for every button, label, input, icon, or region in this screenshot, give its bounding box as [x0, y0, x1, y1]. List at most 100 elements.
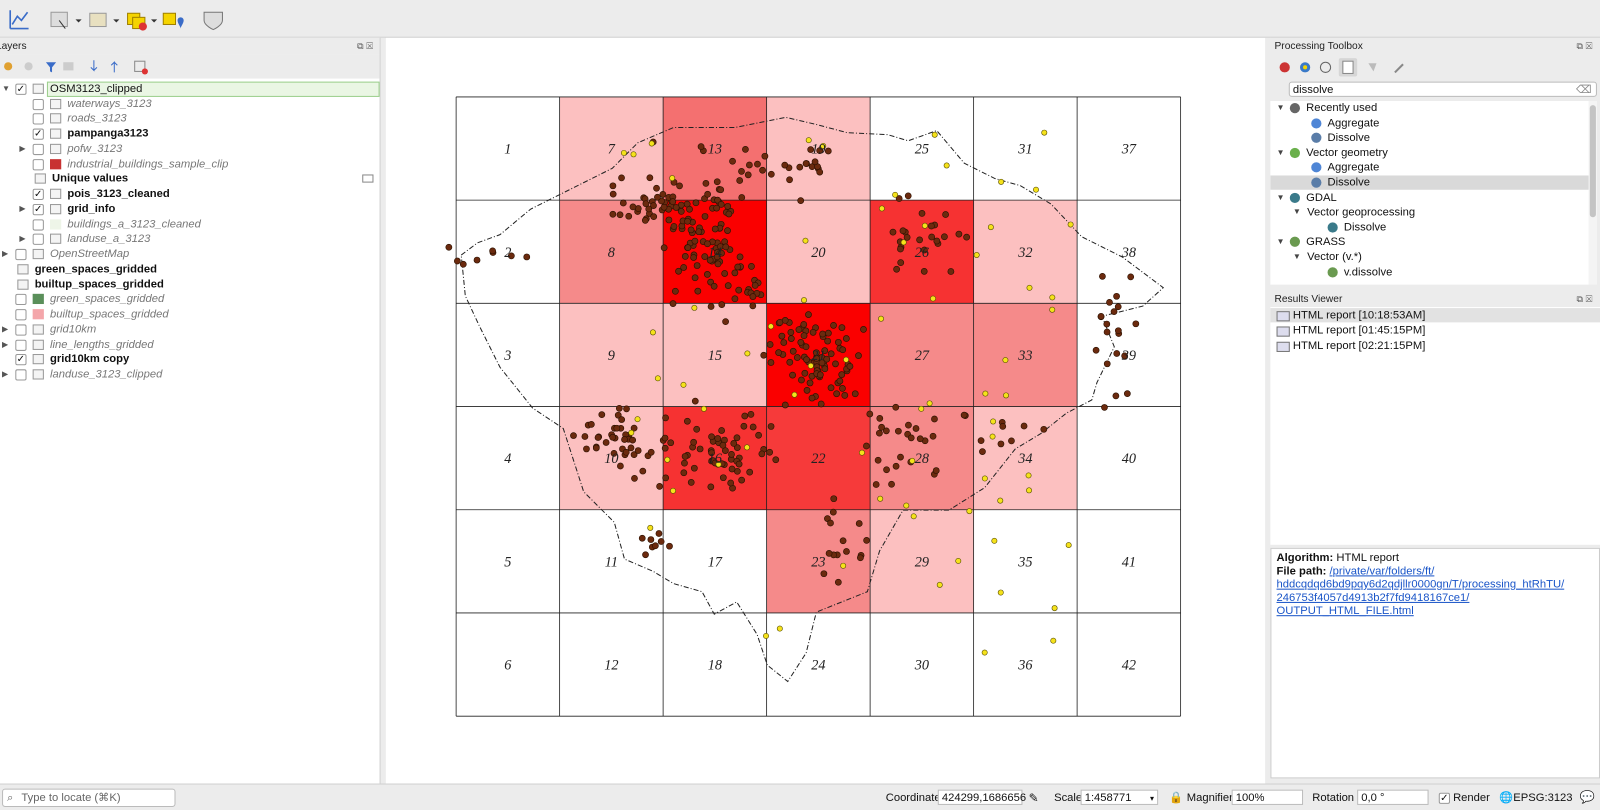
layer-icon — [32, 294, 44, 305]
layer-name[interactable]: pampanga3123 — [67, 127, 149, 140]
expand-arrow[interactable]: ▶ — [19, 143, 26, 153]
layer-name[interactable]: green_spaces_gridded — [50, 293, 165, 306]
layer-name[interactable]: landuse_3123_clipped — [50, 368, 163, 381]
path-link[interactable]: /private/var/folders/ft/ — [1329, 565, 1435, 578]
report-item[interactable]: HTML report [10:18:53AM] — [1292, 309, 1426, 322]
expand-arrow[interactable]: ▶ — [19, 234, 26, 244]
layer-name[interactable]: Unique values — [52, 172, 129, 186]
path-link[interactable]: OUTPUT_HTML_FILE.html — [1276, 604, 1414, 618]
layer-checkbox[interactable]: ✓ — [32, 203, 44, 216]
tool-item[interactable]: Vector (v.*) — [1307, 250, 1362, 264]
poi-point — [821, 347, 829, 355]
layer-name[interactable]: waterways_3123 — [67, 97, 152, 110]
layer-checkbox[interactable] — [32, 98, 44, 110]
layer-name[interactable]: line_lengths_gridded — [50, 338, 154, 351]
layer-checkbox[interactable] — [32, 113, 44, 125]
panel-buttons[interactable]: ⧉ ☒ — [1576, 293, 1593, 305]
expand-arrow[interactable]: ▼ — [1276, 103, 1285, 113]
expand-arrow[interactable]: ▼ — [1292, 251, 1301, 262]
magnifier-field[interactable]: 100% — [1231, 789, 1304, 805]
report-item[interactable]: HTML report [01:45:15PM] — [1292, 324, 1426, 337]
layer-checkbox[interactable] — [15, 309, 27, 321]
crs-icon[interactable]: 🌐 — [1498, 791, 1513, 804]
path-link[interactable]: hddcqdqd6bd9pqy6d2qdjllr0000gn/T/process… — [1276, 578, 1565, 591]
tool-item[interactable]: Dissolve — [1327, 131, 1370, 145]
layer-checkbox[interactable]: ✓ — [15, 354, 27, 366]
tool-item[interactable]: Vector geoprocessing — [1307, 206, 1416, 219]
layer-name[interactable]: roads_3123 — [67, 112, 127, 125]
layer-name[interactable]: green_spaces_gridded — [34, 263, 157, 276]
layer-checkbox[interactable] — [15, 339, 27, 351]
tool-item[interactable]: Recently used — [1306, 102, 1378, 115]
scrollbar[interactable] — [1588, 100, 1597, 285]
layer-name[interactable]: industrial_buildings_sample_clip — [67, 157, 229, 171]
layer-checkbox[interactable]: ✓ — [32, 188, 44, 201]
layer-name[interactable]: pofw_3123 — [67, 142, 123, 156]
rotation-field[interactable]: 0,0 ° — [1357, 789, 1429, 805]
expand-arrow[interactable]: ▶ — [2, 339, 9, 349]
lock-icon[interactable]: 🔒 — [1169, 791, 1184, 804]
layer-name[interactable]: buildings_a_3123_cleaned — [67, 217, 201, 231]
layer-name[interactable]: OSM3123_clipped — [50, 82, 143, 95]
layer-name[interactable]: OpenStreetMap — [50, 248, 130, 261]
search-box[interactable]: dissolve ⌫ — [1288, 81, 1597, 97]
expand-arrow[interactable]: ▼ — [1292, 207, 1301, 217]
crs-label[interactable]: EPSG:3123 — [1513, 791, 1573, 804]
poi-point — [1113, 292, 1120, 300]
panel-buttons[interactable]: ⧉ ☒ — [357, 40, 374, 52]
expand-arrow[interactable]: ▶ — [19, 203, 26, 214]
map-canvas[interactable]: 1234567891011121314151617181920212223242… — [385, 37, 1266, 784]
poi-point — [717, 186, 725, 194]
expand-arrow[interactable]: ▼ — [2, 83, 11, 93]
tool-item[interactable]: GRASS — [1306, 236, 1346, 249]
layer-checkbox[interactable] — [15, 324, 27, 336]
layer-name[interactable]: builtup_spaces_gridded — [50, 308, 169, 321]
layer-checkbox[interactable] — [32, 218, 44, 231]
layer-name[interactable]: grid10km — [50, 323, 97, 336]
expand-arrow[interactable]: ▶ — [2, 369, 9, 379]
layer-name[interactable]: grid_info — [67, 202, 116, 216]
expand-arrow[interactable]: ▶ — [2, 249, 9, 259]
tool-item[interactable]: Dissolve — [1343, 221, 1387, 234]
poi-point — [691, 274, 699, 282]
layer-checkbox[interactable] — [15, 249, 27, 261]
layer-checkbox[interactable] — [15, 294, 27, 306]
layer-checkbox[interactable] — [32, 158, 44, 171]
poi-point — [718, 427, 725, 434]
tool-item[interactable]: Vector geometry — [1306, 146, 1388, 159]
poi-point — [724, 227, 731, 234]
poi-point — [987, 224, 994, 231]
coordinate-field[interactable]: 424299,1686656 — [937, 789, 1026, 805]
layer-checkbox[interactable] — [15, 369, 27, 381]
clear-icon[interactable]: ⌫ — [1575, 83, 1592, 96]
layer-name[interactable]: pois_3123_cleaned — [67, 187, 170, 201]
layer-checkbox[interactable] — [32, 234, 44, 246]
layer-name[interactable]: landuse_a_3123 — [67, 233, 151, 246]
expand-arrow[interactable]: ▼ — [1276, 192, 1285, 202]
tool-item[interactable]: Dissolve — [1327, 176, 1370, 189]
grid-cell — [559, 509, 664, 613]
layer-checkbox[interactable]: ✓ — [32, 128, 44, 140]
report-item[interactable]: HTML report [02:21:15PM] — [1292, 339, 1426, 352]
layer-checkbox[interactable]: ✓ — [15, 83, 27, 95]
layer-name[interactable]: grid10km copy — [50, 353, 130, 366]
tool-item[interactable]: Aggregate — [1327, 116, 1380, 130]
tool-item[interactable]: v.dissolve — [1343, 265, 1393, 279]
coordinate-toggle[interactable]: ✎ — [1028, 790, 1039, 805]
layer-name[interactable]: builtup_spaces_gridded — [34, 278, 164, 291]
locator[interactable]: ⌕ Type to locate (⌘K) — [2, 788, 176, 807]
render-checkbox[interactable]: ✓ — [1438, 792, 1451, 804]
poi-point — [877, 495, 884, 502]
expand-arrow[interactable]: ▶ — [2, 324, 9, 334]
scale-field[interactable]: 1:458771 ▾ — [1080, 789, 1159, 805]
tool-item[interactable]: Aggregate — [1327, 161, 1380, 174]
expand-arrow[interactable]: ▼ — [1276, 237, 1285, 247]
expand-arrow[interactable]: ▼ — [1276, 147, 1285, 157]
tool-item[interactable]: GDAL — [1306, 191, 1337, 204]
messages-icon[interactable]: 💬 — [1579, 789, 1595, 804]
layer-checkbox[interactable] — [32, 143, 44, 156]
panel-buttons[interactable]: ⧉ ☒ — [1576, 40, 1593, 52]
poi-point — [805, 137, 812, 144]
legend-toggle[interactable] — [362, 174, 374, 184]
path-link[interactable]: 246753f4057d4913b2f7fd9418167ce1/ — [1276, 591, 1470, 604]
